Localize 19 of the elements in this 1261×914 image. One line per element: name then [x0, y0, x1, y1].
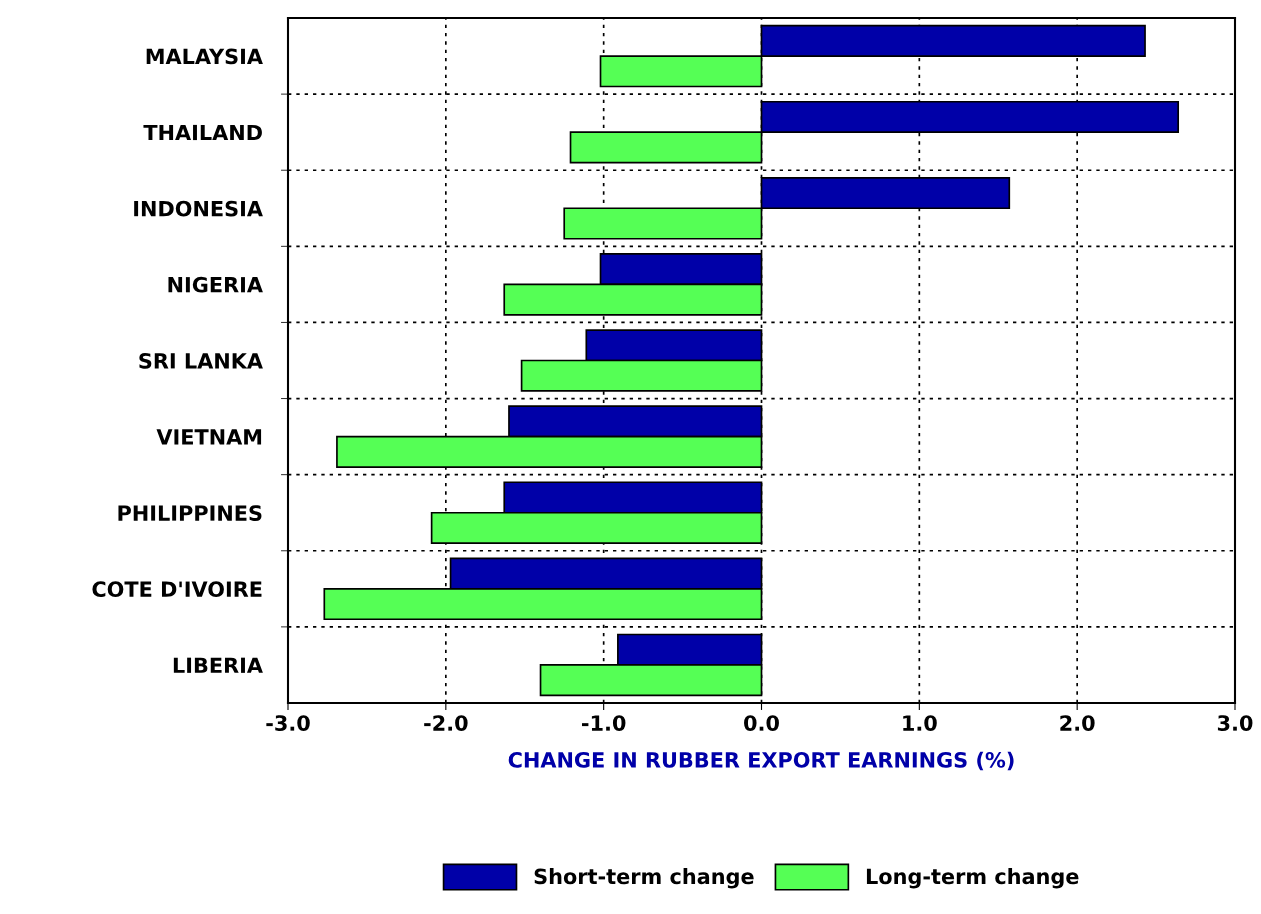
legend-label: Short-term change [534, 868, 754, 889]
y-tick-label: MALAYSIA [146, 48, 263, 65]
x-tick-label: 3.0 [1217, 715, 1253, 731]
x-tick-label: 2.0 [1060, 715, 1095, 731]
y-tick-label: INDONESIA [134, 200, 263, 217]
y-tick-label: PHILIPPINES [118, 505, 262, 521]
x-tick-label: 1.0 [903, 715, 937, 731]
x-tick-label: -1.0 [582, 715, 626, 731]
y-tick-label: SRI LANKA [139, 352, 263, 369]
y-tick-label: LIBERIA [173, 657, 263, 673]
x-axis-title: CHANGE IN RUBBER EXPORT EARNINGS (%) [508, 751, 1014, 771]
y-tick-label: NIGERIA [168, 276, 263, 293]
y-tick-label: VIETNAM [156, 429, 262, 445]
y-tick-label: THAILAND [143, 124, 262, 141]
x-tick-label: 0.0 [744, 715, 779, 731]
x-tick-label: -3.0 [266, 715, 310, 731]
x-tick-label: -2.0 [424, 715, 468, 731]
y-tick-label: COTE D'IVOIRE [92, 581, 262, 598]
legend-label: Long-term change [866, 868, 1079, 889]
